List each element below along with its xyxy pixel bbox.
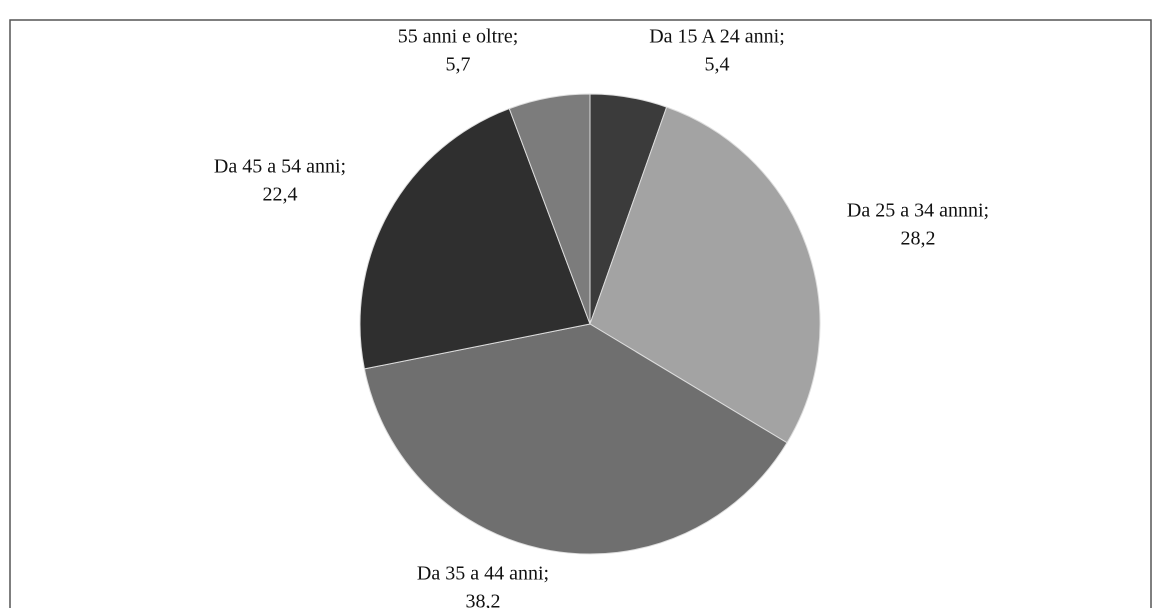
slice-value-label: 22,4: [263, 184, 298, 206]
pie-slice: [363, 323, 788, 555]
slice-label: Da 25 a 34 annni;: [847, 200, 989, 222]
slice-label: 55 anni e oltre;: [398, 26, 519, 48]
slice-label: Da 35 a 44 anni;: [417, 563, 549, 585]
pie-slice: [589, 106, 821, 444]
pie-slice: [359, 107, 591, 370]
pie-slice: [508, 93, 591, 325]
slice-value-label: 38,2: [466, 591, 501, 608]
slice-value-label: 5,7: [446, 54, 471, 76]
slice-label: Da 45 a 54 anni;: [214, 156, 346, 178]
slice-value-label: 5,4: [705, 54, 730, 76]
slice-label: Da 15 A 24 anni;: [649, 26, 785, 48]
slice-value-label: 28,2: [901, 228, 936, 250]
